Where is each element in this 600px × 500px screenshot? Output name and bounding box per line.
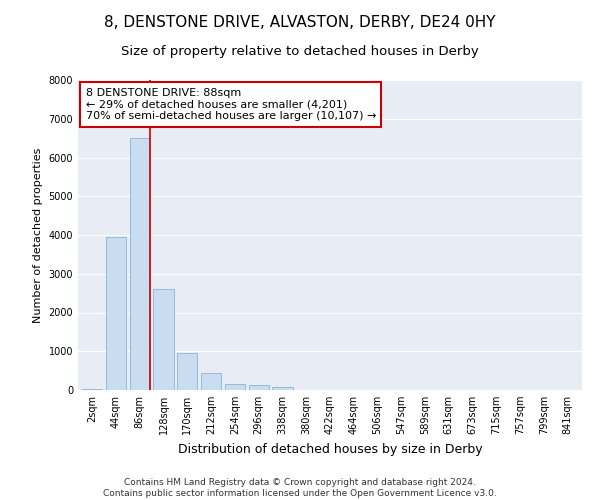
X-axis label: Distribution of detached houses by size in Derby: Distribution of detached houses by size … bbox=[178, 442, 482, 456]
Bar bbox=[177, 353, 197, 390]
Bar bbox=[272, 387, 293, 390]
Bar bbox=[154, 289, 173, 390]
Bar bbox=[106, 237, 126, 390]
Bar bbox=[130, 138, 150, 390]
Text: 8 DENSTONE DRIVE: 88sqm
← 29% of detached houses are smaller (4,201)
70% of semi: 8 DENSTONE DRIVE: 88sqm ← 29% of detache… bbox=[86, 88, 376, 121]
Bar bbox=[225, 384, 245, 390]
Text: Size of property relative to detached houses in Derby: Size of property relative to detached ho… bbox=[121, 45, 479, 58]
Y-axis label: Number of detached properties: Number of detached properties bbox=[33, 148, 43, 322]
Text: Contains HM Land Registry data © Crown copyright and database right 2024.
Contai: Contains HM Land Registry data © Crown c… bbox=[103, 478, 497, 498]
Bar bbox=[82, 389, 103, 390]
Bar bbox=[248, 386, 269, 390]
Text: 8, DENSTONE DRIVE, ALVASTON, DERBY, DE24 0HY: 8, DENSTONE DRIVE, ALVASTON, DERBY, DE24… bbox=[104, 15, 496, 30]
Bar bbox=[201, 374, 221, 390]
